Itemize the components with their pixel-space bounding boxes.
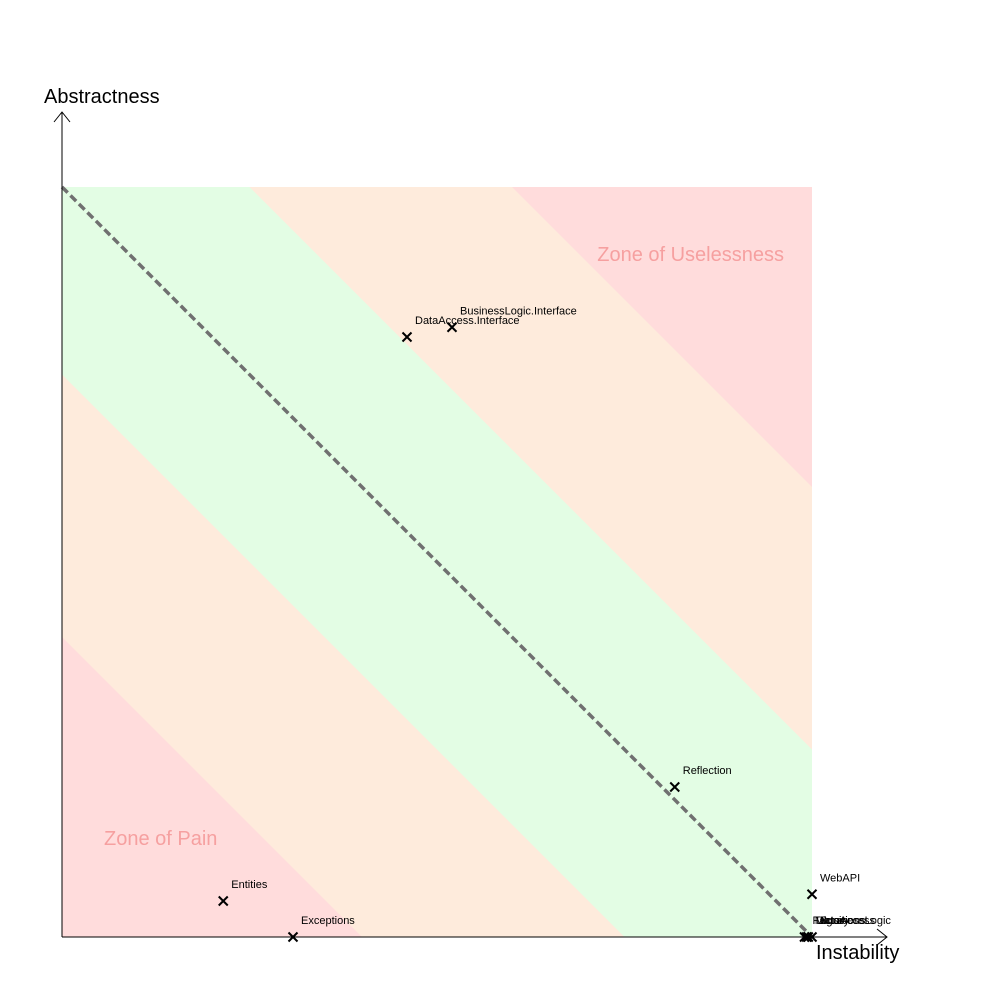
- point-label-reflection: Reflection: [683, 765, 732, 777]
- point-label-dataaccess: DataAccess: [816, 915, 875, 927]
- point-label-dataaccess-interface: DataAccess.Interface: [415, 315, 520, 327]
- y-axis-title: Abstractness: [44, 86, 160, 108]
- point-label-exceptions: Exceptions: [301, 915, 355, 927]
- point-marker-businesslogic-interface[interactable]: [446, 322, 458, 333]
- x-axis-title: Instability: [816, 942, 899, 964]
- zone-label-zone-of-uselessness: Zone of Uselessness: [597, 244, 784, 266]
- point-label-migrations: Migrations: [815, 915, 866, 927]
- point-label-entities: Entities: [231, 879, 268, 891]
- point-marker-factory[interactable]: [799, 931, 810, 943]
- point-marker-webapi[interactable]: [806, 889, 818, 900]
- y-axis-arrow: [53, 111, 71, 123]
- point-marker-migrations[interactable]: [801, 931, 812, 943]
- point-marker-entities[interactable]: [218, 895, 229, 907]
- point-label-webapi: WebAPI: [820, 872, 860, 884]
- point-label-businesslogic: BusinessLogic: [820, 915, 891, 927]
- point-label-businesslogic-interface: BusinessLogic.Interface: [460, 305, 577, 317]
- point-marker-dataaccess-interface[interactable]: [401, 331, 413, 343]
- zone-label-zone-of-pain: Zone of Pain: [104, 828, 217, 850]
- point-marker-exceptions[interactable]: [287, 931, 299, 943]
- point-marker-dataaccess[interactable]: [803, 931, 814, 943]
- point-marker-reflection[interactable]: [669, 781, 680, 793]
- zone-band-pain: [62, 637, 362, 937]
- x-axis-arrow: [876, 928, 888, 946]
- main-sequence-line: [60, 185, 814, 939]
- point-label-factory: Factory: [813, 915, 850, 927]
